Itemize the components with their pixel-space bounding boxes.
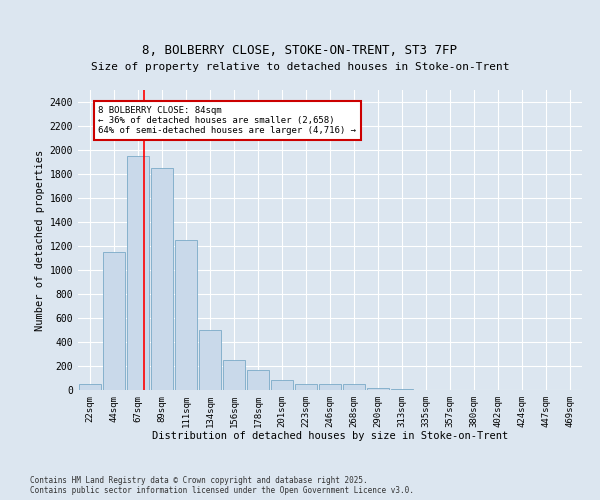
Text: Size of property relative to detached houses in Stoke-on-Trent: Size of property relative to detached ho… bbox=[91, 62, 509, 72]
Y-axis label: Number of detached properties: Number of detached properties bbox=[35, 150, 46, 330]
Bar bbox=[79, 384, 101, 390]
Bar bbox=[151, 168, 173, 390]
Text: Contains HM Land Registry data © Crown copyright and database right 2025.
Contai: Contains HM Land Registry data © Crown c… bbox=[30, 476, 414, 495]
X-axis label: Distribution of detached houses by size in Stoke-on-Trent: Distribution of detached houses by size … bbox=[152, 432, 508, 442]
Bar bbox=[103, 252, 125, 390]
Bar bbox=[271, 380, 293, 390]
Bar bbox=[343, 384, 365, 390]
Bar bbox=[319, 384, 341, 390]
Text: 8 BOLBERRY CLOSE: 84sqm
← 36% of detached houses are smaller (2,658)
64% of semi: 8 BOLBERRY CLOSE: 84sqm ← 36% of detache… bbox=[98, 106, 356, 136]
Bar bbox=[223, 360, 245, 390]
Bar bbox=[199, 330, 221, 390]
Bar bbox=[127, 156, 149, 390]
Bar bbox=[175, 240, 197, 390]
Text: 8, BOLBERRY CLOSE, STOKE-ON-TRENT, ST3 7FP: 8, BOLBERRY CLOSE, STOKE-ON-TRENT, ST3 7… bbox=[143, 44, 458, 58]
Bar bbox=[247, 370, 269, 390]
Bar bbox=[295, 384, 317, 390]
Bar bbox=[367, 388, 389, 390]
